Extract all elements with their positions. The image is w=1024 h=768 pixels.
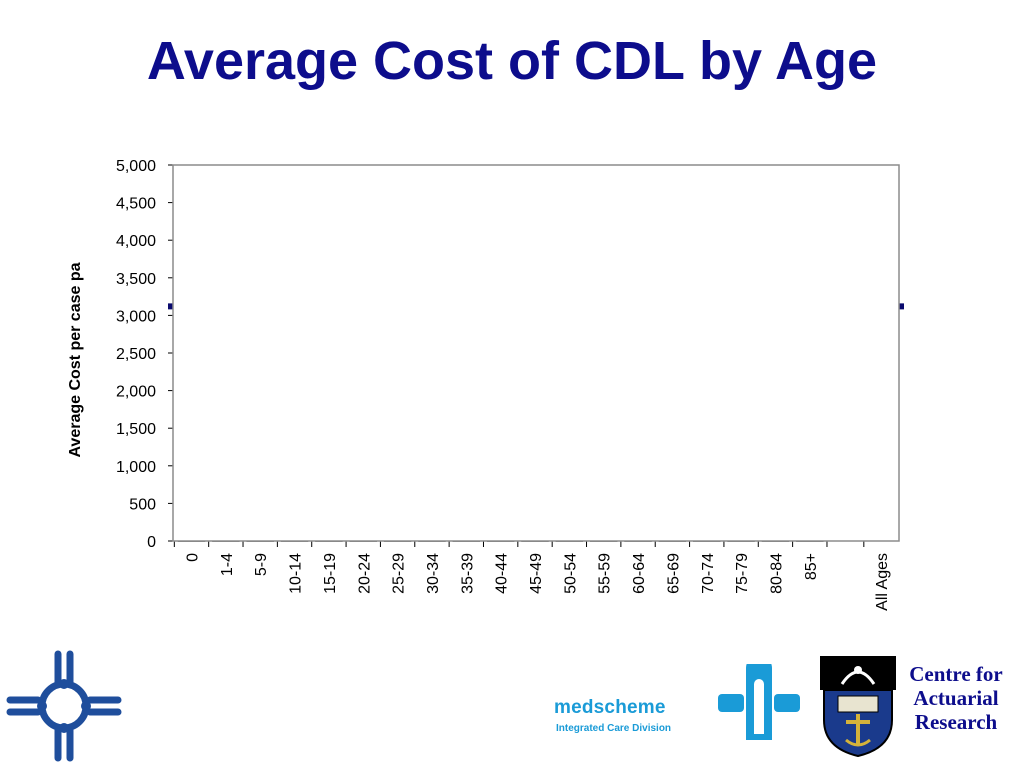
x-tick-label: 40-44 (494, 553, 511, 594)
x-tick-label: 5-9 (253, 553, 270, 576)
y-tick-label: 3,500 (116, 271, 156, 288)
x-tick-label: 0 (185, 553, 202, 562)
y-tick-label: 3,000 (116, 308, 156, 325)
x-tick-label: All Ages (874, 553, 891, 611)
y-axis-title: Average Cost per case pa (67, 262, 84, 457)
cfar-line-1: Centre for (909, 662, 1003, 686)
cfar-line-2: Actuarial (913, 686, 999, 710)
x-tick-label: 35-39 (459, 553, 476, 594)
y-tick-label: 2,000 (116, 384, 156, 401)
medscheme-mark-icon (718, 664, 800, 740)
x-tick-label: 20-24 (356, 553, 373, 594)
slide-title: Average Cost of CDL by Age (146, 31, 878, 91)
cfar-line-3: Research (914, 710, 998, 734)
y-tick-label: 4,000 (116, 233, 156, 250)
x-tick-label: 45-49 (528, 553, 545, 594)
x-tick-label: 85+ (803, 553, 820, 580)
x-tick-label: 1-4 (219, 553, 236, 576)
medscheme-logo-subtitle: Integrated Care Division (556, 723, 672, 734)
y-tick-label: 0 (147, 534, 156, 551)
x-tick-label: 10-14 (288, 553, 305, 594)
plot-area (172, 164, 900, 542)
cross-emblem-logo-icon (6, 650, 122, 762)
x-tick-label: 50-54 (562, 553, 579, 594)
x-tick-label: 70-74 (700, 553, 717, 594)
y-tick-label: 4,500 (116, 196, 156, 213)
y-tick-label: 5,000 (116, 158, 156, 175)
y-tick-label: 2,500 (116, 346, 156, 363)
centre-actuarial-research-text: Centre for Actuarial Research (896, 662, 1016, 734)
medscheme-logo-text: medscheme (554, 697, 666, 718)
y-tick-label: 1,000 (116, 459, 156, 476)
x-tick-label: 15-19 (322, 553, 339, 594)
x-tick-label: 25-29 (391, 553, 408, 594)
university-crest-icon (820, 656, 896, 758)
x-tick-label: 30-34 (425, 553, 442, 594)
y-tick-label: 500 (129, 496, 156, 513)
x-tick-label: 55-59 (597, 553, 614, 594)
x-tick-label: 65-69 (665, 553, 682, 594)
x-tick-label: 75-79 (734, 553, 751, 594)
x-tick-label: 60-64 (631, 553, 648, 594)
y-tick-label: 1,500 (116, 421, 156, 438)
x-tick-label: 80-84 (768, 553, 785, 594)
